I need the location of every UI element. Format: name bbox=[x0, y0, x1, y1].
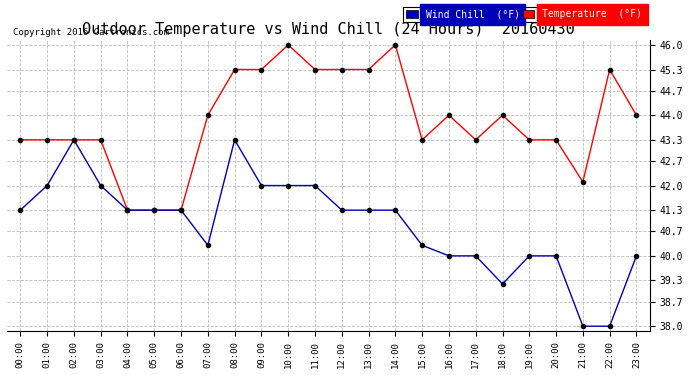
Text: Copyright 2016 Cartronics.com: Copyright 2016 Cartronics.com bbox=[13, 28, 169, 37]
Title: Outdoor Temperature vs Wind Chill (24 Hours)  20160430: Outdoor Temperature vs Wind Chill (24 Ho… bbox=[82, 22, 575, 37]
Legend: Wind Chill  (°F), Temperature  (°F): Wind Chill (°F), Temperature (°F) bbox=[404, 6, 645, 22]
